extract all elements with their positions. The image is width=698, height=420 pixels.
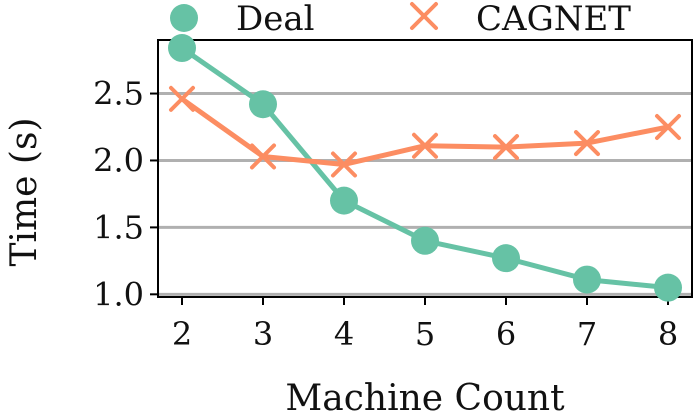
x-tick-label: 4 bbox=[334, 315, 354, 353]
data-point-cagnet bbox=[331, 151, 357, 178]
x-tick-label: 6 bbox=[496, 315, 516, 353]
tick-labels: 1.0 1.5 2.0 2.5 2 3 4 5 6 7 8 bbox=[93, 75, 678, 353]
data-point-cagnet bbox=[493, 134, 519, 161]
data-point-deal bbox=[573, 265, 601, 294]
x-tick-label: 7 bbox=[577, 315, 597, 353]
legend-marker-cagnet bbox=[410, 2, 438, 30]
data-point-cagnet bbox=[574, 130, 600, 157]
legend: Deal CAGNET bbox=[170, 0, 631, 39]
x-marker-stroke bbox=[250, 143, 276, 170]
data-point-deal bbox=[330, 186, 358, 215]
legend-marker-deal bbox=[170, 4, 198, 32]
data-point-deal bbox=[654, 273, 682, 302]
legend-label-deal: Deal bbox=[236, 0, 315, 39]
y-axis-label: Time (s) bbox=[4, 118, 45, 267]
data-point-deal bbox=[168, 34, 196, 63]
y-tick-label: 1.5 bbox=[93, 208, 144, 246]
data-point-cagnet bbox=[169, 85, 195, 112]
data-point-deal bbox=[249, 90, 277, 119]
x-marker-stroke bbox=[412, 132, 438, 159]
axes bbox=[150, 39, 693, 305]
x-tick-label: 5 bbox=[415, 315, 435, 353]
data-point-cagnet bbox=[250, 143, 276, 170]
y-tick-label: 1.0 bbox=[93, 275, 144, 313]
x-marker-stroke bbox=[169, 85, 195, 112]
grid-lines bbox=[158, 92, 692, 296]
y-tick-label: 2.5 bbox=[93, 75, 144, 113]
data-point-cagnet bbox=[655, 114, 681, 141]
x-marker-stroke bbox=[655, 114, 681, 141]
x-marker-stroke bbox=[331, 151, 357, 178]
x-tick-label: 8 bbox=[658, 315, 678, 353]
data-point-deal bbox=[492, 244, 520, 273]
x-marker-stroke bbox=[493, 134, 519, 161]
x-tick-label: 3 bbox=[253, 315, 273, 353]
x-tick-label: 2 bbox=[172, 315, 192, 353]
x-axis-label: Machine Count bbox=[285, 378, 565, 419]
data-point-deal bbox=[411, 226, 439, 255]
y-tick-label: 2.0 bbox=[93, 141, 144, 179]
data-point-cagnet bbox=[412, 132, 438, 159]
x-marker-stroke bbox=[574, 130, 600, 157]
plot-frame bbox=[157, 39, 693, 298]
legend-label-cagnet: CAGNET bbox=[476, 0, 631, 39]
series bbox=[168, 34, 682, 302]
